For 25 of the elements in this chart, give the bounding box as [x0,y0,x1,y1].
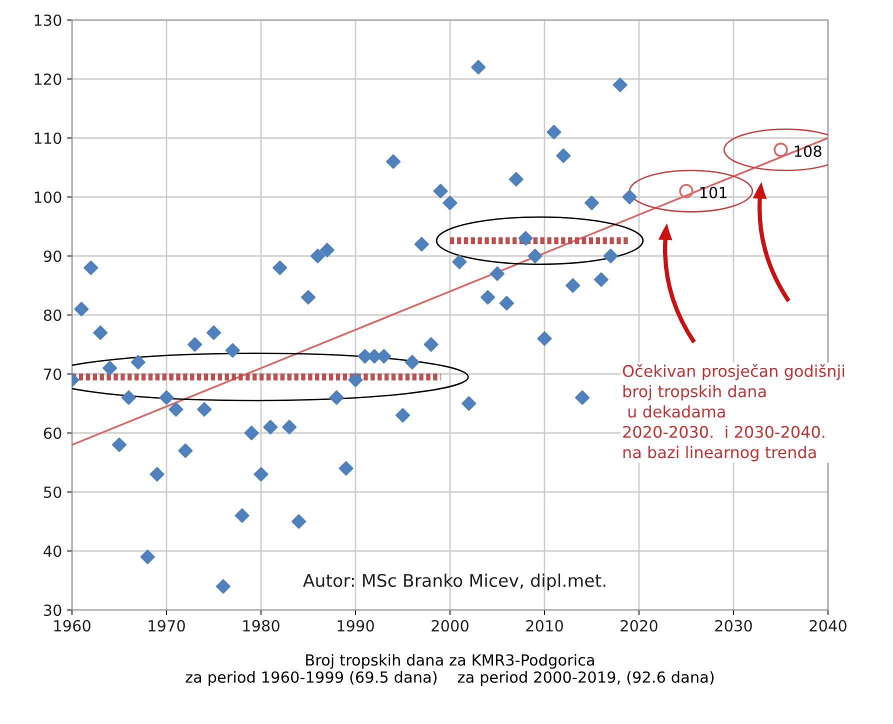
x-tick-label: 1970 [148,620,185,632]
x-tick-label: 1980 [243,620,280,632]
y-tick-label: 60 [44,427,62,440]
y-tick-label: 130 [34,14,62,26]
data-label: 108 [794,145,822,158]
x-axis-title: Broj tropskih dana za KMR3-Podgorica za period 1960-1999 (69.5 dana) za period 2000-2019, (92.6 dana) [186,654,714,686]
y-tick-label: 40 [44,545,62,558]
x-tick-label: 2010 [526,620,563,632]
y-tick-label: 110 [34,132,62,144]
y-tick-label: 30 [44,604,62,616]
y-tick-label: 50 [44,486,62,498]
x-tick-label: 2000 [432,620,468,632]
data-label: 101 [700,186,726,198]
x-tick-label: 1990 [338,620,374,632]
x-tick-label: 1960 [54,620,90,632]
x-tick-label: 2030 [715,620,752,632]
annotation: Autor: MSc Branko Micev, dipl.met. [302,574,606,590]
y-tick-label: 80 [44,309,62,322]
y-tick-label: 100 [34,191,62,204]
y-tick-label: 120 [34,73,62,86]
annotation: Očekivan prosječan godišnji broj tropskih dana u dekadama 2020-2030. i 2030-2040. na bazi linearnog trenda [622,364,844,462]
x-tick-label: 2040 [810,620,846,632]
y-tick-label: 70 [44,368,62,380]
y-tick-label: 90 [44,250,62,262]
x-tick-label: 2020 [620,620,658,632]
